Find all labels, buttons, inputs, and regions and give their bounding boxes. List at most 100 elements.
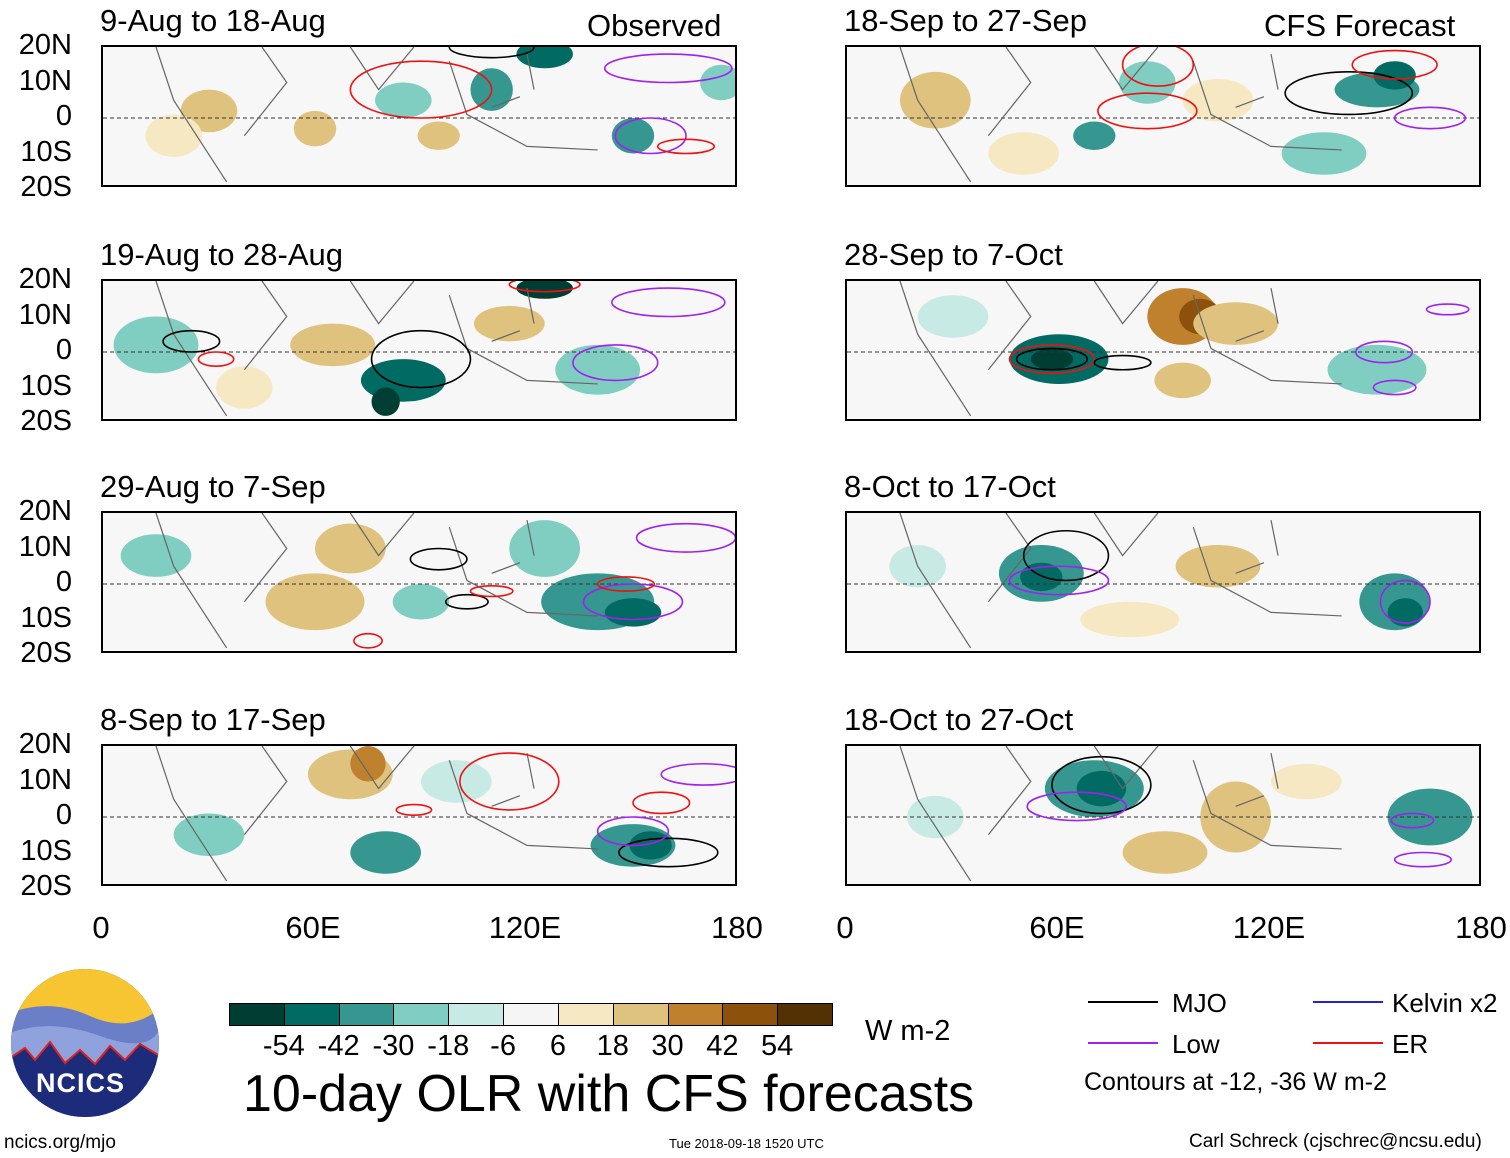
map-panel <box>845 744 1481 886</box>
lat-label: 20S <box>20 870 72 902</box>
er-contour <box>459 752 560 811</box>
olr-anomaly <box>417 121 460 150</box>
lat-label: 20N <box>18 263 72 295</box>
credit: Carl Schreck (cjschrec@ncsu.edu) <box>1189 1131 1482 1152</box>
mjo-contour <box>1093 354 1152 371</box>
legend-low-line <box>1088 1042 1158 1044</box>
olr-anomaly <box>1182 78 1254 122</box>
colorbar-label: -54 <box>262 1030 305 1062</box>
olr-anomaly <box>173 813 245 857</box>
map-panel <box>845 279 1481 421</box>
observed-label: Observed <box>587 8 722 43</box>
coastline <box>155 746 598 882</box>
colorbar-label: 30 <box>651 1030 684 1062</box>
coastline <box>899 746 1342 882</box>
lat-label: 0 <box>55 566 72 598</box>
map-panel <box>101 279 737 421</box>
lat-label: 10N <box>18 763 72 796</box>
olr-anomaly <box>216 366 273 409</box>
olr-anomaly <box>1193 302 1279 345</box>
legend-er-label: ER <box>1392 1029 1429 1059</box>
legend-kelvin-line <box>1313 1001 1383 1003</box>
footer-url[interactable]: ncics.org/mjo <box>4 1132 116 1153</box>
low-contour <box>1354 340 1414 364</box>
er-contour <box>632 791 691 815</box>
colorbar-label: -42 <box>317 1030 360 1062</box>
colorbar-swatch <box>557 1003 614 1026</box>
olr-anomaly <box>1271 763 1342 800</box>
er-contour <box>1008 344 1096 375</box>
legend-er-line <box>1313 1042 1383 1044</box>
lat-label: 20S <box>20 405 72 437</box>
er-contour <box>353 632 383 649</box>
low-contour <box>572 344 659 382</box>
lat-label: 10N <box>18 298 72 331</box>
colorbar-swatch <box>229 1003 285 1026</box>
er-contour <box>508 281 581 293</box>
panel-title: 9-Aug to 18-Aug <box>100 3 326 38</box>
er-contour <box>469 584 514 598</box>
legend-mjo-line <box>1088 1001 1158 1003</box>
colorbar-label: 18 <box>596 1030 629 1062</box>
lat-label: 10S <box>20 135 72 168</box>
olr-anomaly <box>1076 770 1127 807</box>
forecast-label: CFS Forecast <box>1264 8 1456 43</box>
lat-label: 20S <box>20 637 72 669</box>
low-contour <box>596 816 670 847</box>
map-panel <box>101 511 737 653</box>
olr-anomaly <box>113 316 199 374</box>
panel-title: 19-Aug to 28-Aug <box>100 237 344 272</box>
legend-kelvin-label: Kelvin x2 <box>1392 988 1498 1018</box>
contour-note: Contours at -12, -36 W m-2 <box>1084 1068 1387 1096</box>
coastline <box>899 47 1342 183</box>
lat-label: 10N <box>18 530 72 563</box>
colorbar-label: -30 <box>372 1030 415 1062</box>
low-contour <box>1425 303 1470 316</box>
er-contour <box>395 803 433 817</box>
ncics-logo <box>11 969 159 1117</box>
olr-anomaly <box>350 746 386 782</box>
mjo-contour <box>1022 529 1110 582</box>
er-contour <box>1097 92 1198 130</box>
olr-anomaly <box>1387 598 1423 627</box>
olr-anomaly <box>509 520 580 577</box>
panel-title: 8-Oct to 17-Oct <box>844 469 1056 504</box>
panel-title: 18-Sep to 27-Sep <box>844 3 1088 38</box>
low-contour <box>1393 851 1453 868</box>
timestamp: Tue 2018-09-18 1520 UTC <box>669 1136 824 1151</box>
lat-label: 20N <box>18 29 72 61</box>
olr-anomaly <box>290 323 376 367</box>
olr-anomaly <box>392 584 450 620</box>
map-panel <box>101 744 737 886</box>
olr-anomaly <box>611 118 655 154</box>
low-contour <box>1372 379 1417 396</box>
mjo-contour <box>618 837 719 868</box>
low-contour <box>1008 565 1110 596</box>
mjo-contour <box>370 329 472 389</box>
panel-title: 28-Sep to 7-Oct <box>844 237 1063 272</box>
olr-anomaly <box>604 598 662 627</box>
lon-label: 0 <box>836 910 854 945</box>
coastline <box>155 47 598 183</box>
colorbar-units: W m-2 <box>865 1015 951 1047</box>
lat-label: 10N <box>18 64 72 97</box>
olr-anomaly <box>265 573 365 631</box>
low-contour <box>660 762 735 786</box>
colorbar-swatch <box>777 1003 833 1026</box>
lon-label: 180 <box>1455 910 1507 945</box>
olr-anomaly <box>1373 61 1416 90</box>
olr-anomaly <box>1175 544 1261 588</box>
olr-anomaly <box>1030 348 1074 370</box>
low-contour <box>603 53 733 84</box>
mjo-contour <box>1015 347 1089 371</box>
colorbar-label: -18 <box>427 1030 470 1062</box>
colorbar-label: 6 <box>549 1030 566 1062</box>
colorbar-swatch <box>503 1003 559 1026</box>
lon-label: 0 <box>92 910 110 945</box>
coastline <box>899 513 1342 649</box>
lon-label: 120E <box>1232 910 1306 945</box>
olr-anomaly <box>900 71 971 129</box>
low-contour <box>635 522 735 553</box>
mjo-contour <box>162 329 221 353</box>
lon-label: 180 <box>711 910 763 945</box>
